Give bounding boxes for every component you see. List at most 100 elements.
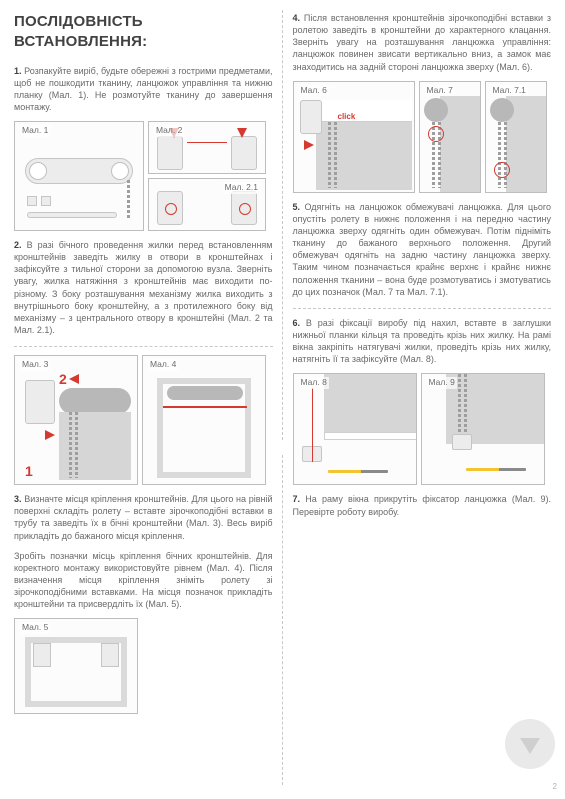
fig4-tube [167, 386, 243, 400]
watermark-icon [505, 719, 555, 769]
fig-7-caption: Мал. 7 [425, 85, 455, 96]
fig21-circ-r [239, 203, 251, 215]
fig-2: Мал. 2 [148, 121, 266, 174]
page-number: 2 [553, 782, 557, 793]
fig-5: Мал. 5 [14, 618, 138, 714]
fig21-circ-l [165, 203, 177, 215]
fig-7: Мал. 7 [419, 81, 481, 193]
fig8-fabric [324, 374, 417, 438]
fig2-bracket-l [157, 136, 183, 170]
fig-7-1: Мал. 7.1 [485, 81, 547, 193]
step-5-num: 5. [293, 202, 301, 212]
fig-2-1-caption: Мал. 2.1 [223, 182, 260, 193]
fig71-circ [494, 162, 510, 178]
fig1-cap-left [29, 162, 47, 180]
fig-6: Мал. 6 click [293, 81, 415, 193]
step-5-body: Одягніть на ланцюжок обмежувачі ланцюжка… [293, 202, 552, 297]
fig8-screwdriver [328, 470, 388, 473]
step-3b-body: Зробіть позначки місць кріплення бічних … [14, 551, 273, 610]
fig-6-caption: Мал. 6 [299, 85, 329, 96]
fig-row-5: Мал. 8 Мал. 9 [293, 373, 552, 485]
fig-9-caption: Мал. 9 [427, 377, 457, 388]
fig2-bracket-r [231, 136, 257, 170]
step-1-num: 1. [14, 66, 22, 76]
fig3-num1: 1 [25, 462, 33, 481]
step-6-text: 6. В разі фіксації виробу під нахил, вст… [293, 317, 552, 366]
fig-7-1-caption: Мал. 7.1 [491, 85, 528, 96]
page-title: ПОСЛІДОВНІСТЬ ВСТАНОВЛЕННЯ: [14, 12, 273, 53]
fig1-part-b [41, 196, 51, 206]
step-7-body: На раму вікна прикрутіть фіксатор ланцюж… [293, 494, 552, 516]
fig5-br-r [101, 643, 119, 667]
fig6-arrow [304, 140, 314, 150]
step-2-num: 2. [14, 240, 22, 250]
step-5-text: 5. Одягніть на ланцюжок обмежувачі ланцю… [293, 201, 552, 298]
fig-row-4: Мал. 6 click Мал. 7 Мал. 7.1 [293, 81, 552, 193]
fig3-arrow1 [45, 430, 55, 440]
fig-2-caption: Мал. 2 [154, 125, 184, 136]
fig-4-caption: Мал. 4 [148, 359, 178, 370]
fig71-mech [490, 98, 514, 122]
step-2-body: В разі бічного проведення жилки перед вс… [14, 240, 273, 335]
fig-5-caption: Мал. 5 [20, 622, 50, 633]
fig-9: Мал. 9 [421, 373, 545, 485]
step-6-num: 6. [293, 318, 301, 328]
fig-2-stack: Мал. 2 Мал. 2.1 [148, 121, 266, 231]
fig3-num2: 2 [59, 370, 67, 389]
fig7-mech [424, 98, 448, 122]
fig9-fixator [452, 434, 472, 450]
fig6-chain1 [328, 122, 331, 188]
fig1-cap-right [111, 162, 129, 180]
step-1-text: 1. Розпакуйте виріб, будьте обережні з г… [14, 65, 273, 114]
fig3-tube [59, 388, 131, 414]
right-column: 4. Після встановлення кронштейнів зірочк… [283, 0, 565, 799]
fig1-chain [127, 180, 130, 220]
fig6-bracket [300, 100, 322, 134]
divider-h-left [14, 346, 273, 347]
step-4-text: 4. Після встановлення кронштейнів зірочк… [293, 12, 552, 73]
fig2-arrow-r [237, 128, 247, 138]
fig3-arrow2 [69, 374, 79, 384]
step-6-body: В разі фіксації виробу під нахил, вставт… [293, 318, 552, 364]
fig5-br-l [33, 643, 51, 667]
fig-row-3: Мал. 5 [14, 618, 273, 714]
fig-2-1: Мал. 2.1 [148, 178, 266, 231]
fig4-level [163, 406, 247, 408]
fig71-chain1 [498, 122, 501, 188]
page: ПОСЛІДОВНІСТЬ ВСТАНОВЛЕННЯ: 1. Розпакуйт… [0, 0, 565, 799]
fig-8: Мал. 8 [293, 373, 417, 485]
step-3-num: 3. [14, 494, 22, 504]
fig3-chain1 [69, 412, 72, 478]
divider-h-right [293, 308, 552, 309]
fig8-cord [312, 388, 313, 462]
fig-1: Мал. 1 [14, 121, 144, 231]
fig71-chain2 [504, 122, 507, 188]
fig7-circ [428, 126, 444, 142]
left-column: ПОСЛІДОВНІСТЬ ВСТАНОВЛЕННЯ: 1. Розпакуйт… [0, 0, 283, 799]
fig-4: Мал. 4 [142, 355, 266, 485]
fig6-chain2 [334, 122, 337, 188]
fig1-bar [27, 212, 117, 218]
fig-row-1: Мал. 1 Мал. 2 [14, 121, 273, 231]
step-4-body: Після встановлення кронштейнів зірочкопо… [293, 13, 552, 72]
step-3a-text: 3. Визначте місця кріплення кронштейнів.… [14, 493, 273, 542]
step-1-body: Розпакуйте виріб, будьте обережні з гост… [14, 66, 273, 112]
fig1-part-a [27, 196, 37, 206]
step-4-num: 4. [293, 13, 301, 23]
fig2-cord [187, 142, 227, 143]
fig3-bracket [25, 380, 55, 424]
fig-8-caption: Мал. 8 [299, 377, 329, 388]
fig-3: Мал. 3 1 2 [14, 355, 138, 485]
fig-1-caption: Мал. 1 [20, 125, 50, 136]
step-7-text: 7. На раму вікна прикрутіть фіксатор лан… [293, 493, 552, 517]
fig9-screwdriver [466, 468, 526, 471]
fig6-valance [316, 100, 412, 122]
step-2-text: 2. В разі бічного проведення жилки перед… [14, 239, 273, 336]
step-3a-body: Визначте місця кріплення кронштейнів. Дл… [14, 494, 273, 540]
fig-3-caption: Мал. 3 [20, 359, 50, 370]
fig6-click-label: click [338, 112, 356, 123]
step-7-num: 7. [293, 494, 301, 504]
fig3-chain2 [75, 412, 78, 478]
step-3b-text: Зробіть позначки місць кріплення бічних … [14, 550, 273, 611]
fig-row-2: Мал. 3 1 2 Мал. 4 [14, 355, 273, 485]
